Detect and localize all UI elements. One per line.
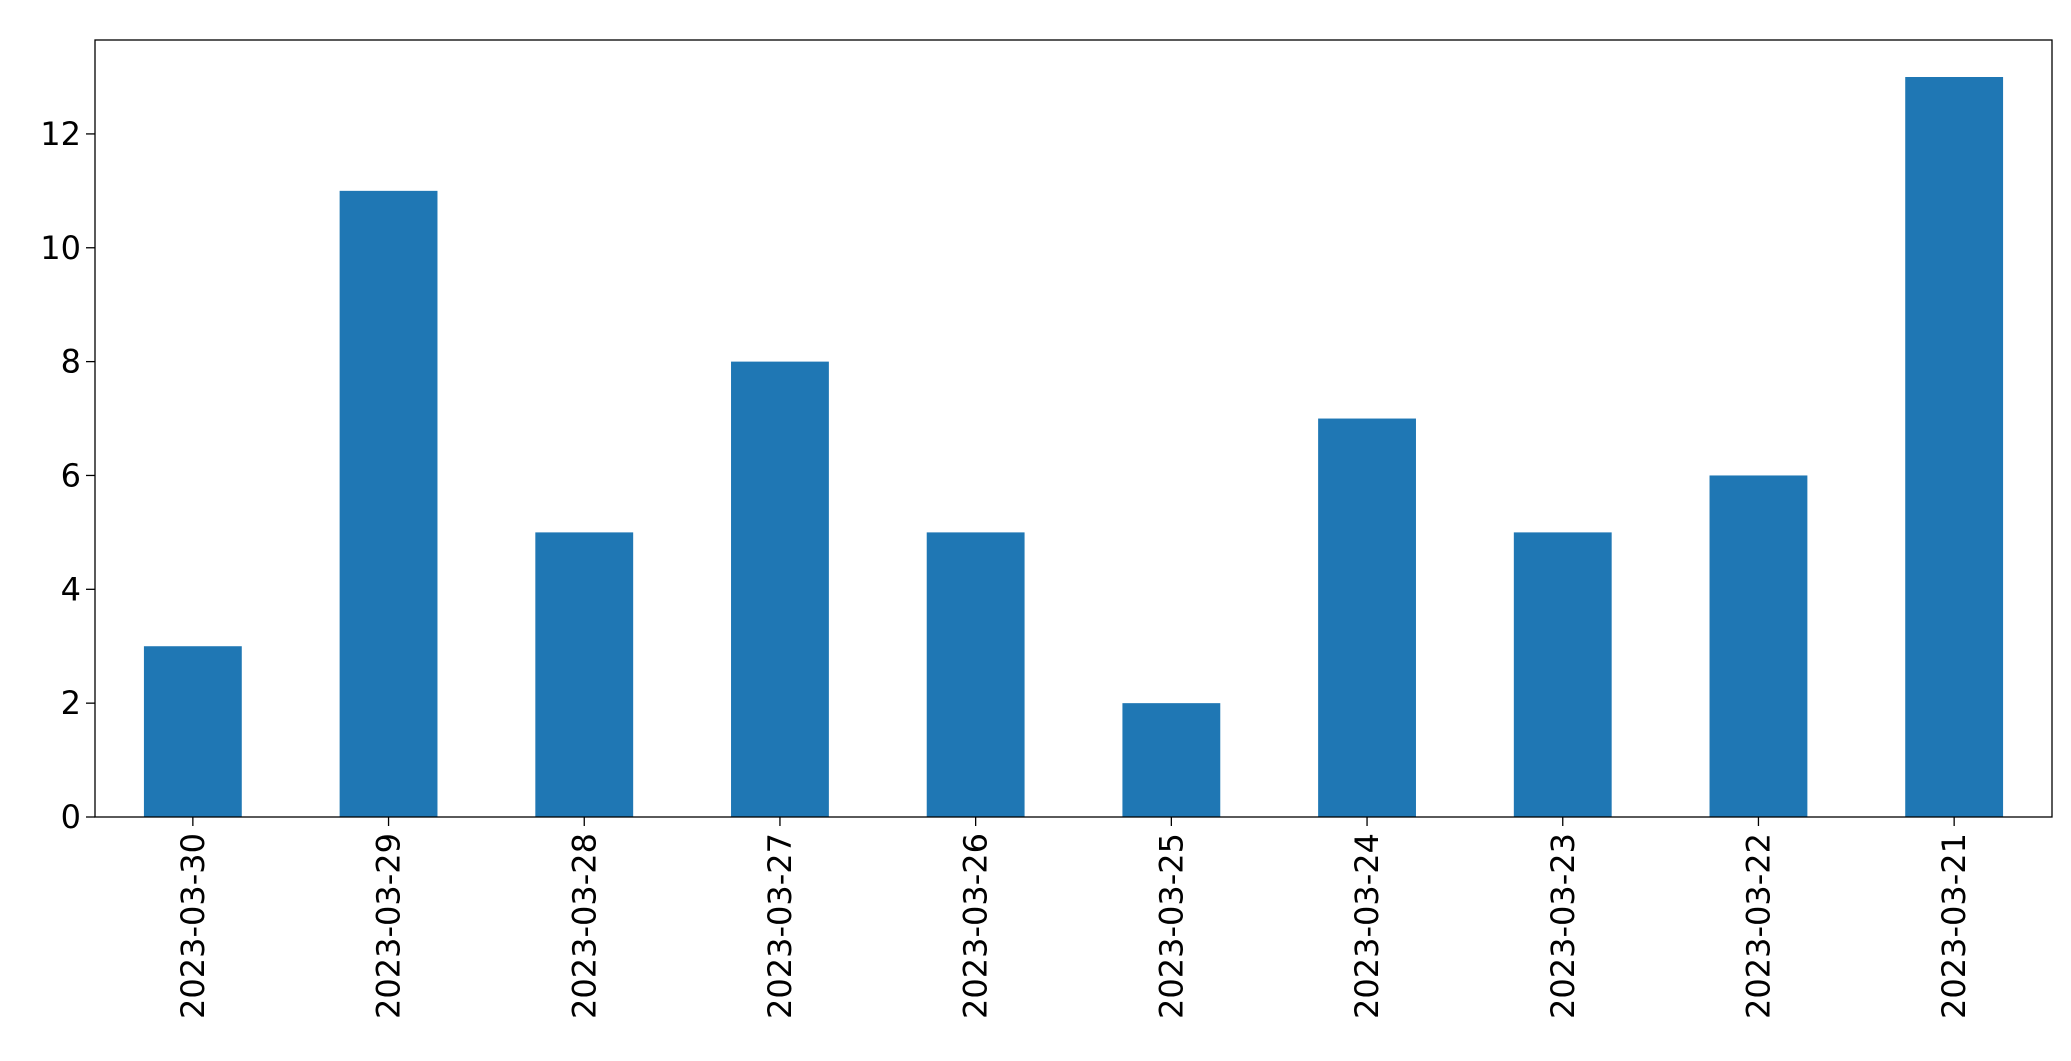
bar xyxy=(926,532,1025,817)
bar xyxy=(1905,77,2004,817)
x-tick-label: 2023-03-21 xyxy=(1935,833,1973,1019)
bar xyxy=(1513,532,1612,817)
x-tick-label: 2023-03-29 xyxy=(370,833,408,1019)
x-tick-label: 2023-03-23 xyxy=(1544,833,1582,1019)
plot-frame xyxy=(94,39,2053,818)
y-tick-label: 0 xyxy=(61,798,81,836)
y-tick-label: 12 xyxy=(40,115,81,153)
y-tick-label: 8 xyxy=(61,343,81,381)
bar xyxy=(1122,703,1221,817)
y-tick-label: 2 xyxy=(61,684,81,722)
bar xyxy=(339,190,438,817)
x-tick-label: 2023-03-26 xyxy=(957,833,995,1019)
bar xyxy=(143,646,242,817)
y-tick-label: 6 xyxy=(61,456,81,494)
x-tick-label: 2023-03-25 xyxy=(1152,833,1190,1019)
x-tick-label: 2023-03-30 xyxy=(174,833,212,1019)
x-tick-label: 2023-03-28 xyxy=(565,833,603,1019)
bar xyxy=(535,532,634,817)
x-tick-label: 2023-03-24 xyxy=(1348,833,1386,1019)
bar xyxy=(1318,418,1416,817)
y-tick-label: 10 xyxy=(40,229,81,267)
x-tick-label: 2023-03-22 xyxy=(1739,833,1777,1019)
x-tick-label: 2023-03-27 xyxy=(761,833,799,1019)
bar xyxy=(731,361,829,817)
y-tick-label: 4 xyxy=(61,570,81,608)
bar xyxy=(1709,475,1808,817)
